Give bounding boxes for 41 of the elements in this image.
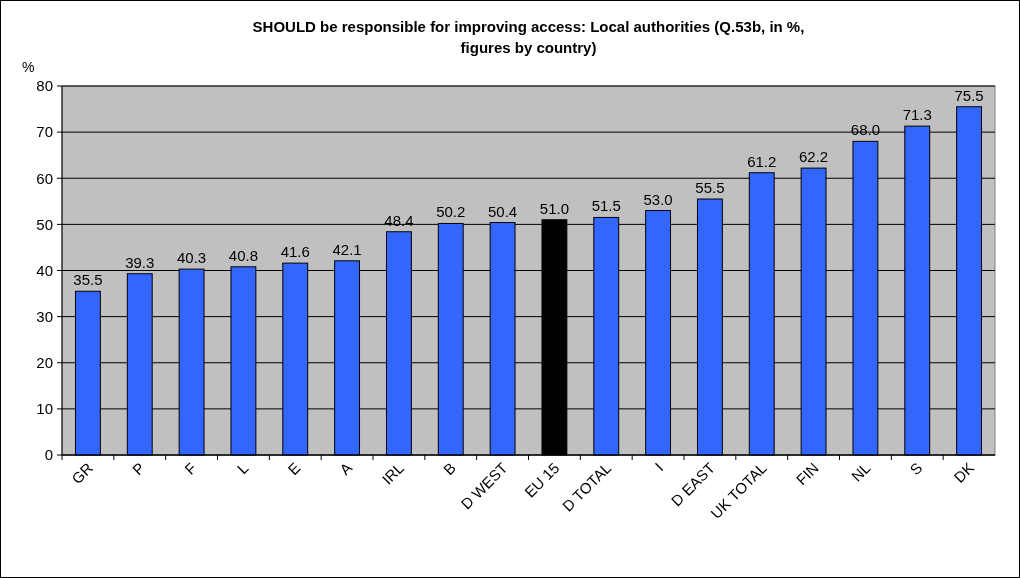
x-tick-label: B <box>439 459 459 479</box>
data-label: 42.1 <box>332 240 362 258</box>
data-label: 51.0 <box>539 199 570 217</box>
x-tick-label: A <box>336 459 356 479</box>
data-label: 71.3 <box>902 106 932 124</box>
data-label: 50.4 <box>487 202 518 220</box>
data-label: 50.2 <box>436 203 466 221</box>
x-tick-label: S <box>906 459 926 479</box>
data-label: 41.6 <box>280 243 310 261</box>
y-tick-label: 30 <box>36 307 53 325</box>
y-tick-label: 80 <box>36 77 53 95</box>
x-tick-label: NL <box>847 459 874 485</box>
data-label: 62.2 <box>798 148 829 166</box>
data-label: 40.8 <box>228 246 259 264</box>
y-tick-label: 70 <box>36 123 53 141</box>
y-tick-label: 0 <box>44 446 53 464</box>
data-label: 39.3 <box>125 253 155 271</box>
data-label: 75.5 <box>954 86 984 104</box>
x-tick-label: I <box>651 459 667 475</box>
data-label: 35.5 <box>73 271 103 289</box>
data-label: 51.5 <box>591 197 621 215</box>
data-label: 61.2 <box>747 152 777 170</box>
x-tick-label: GR <box>68 458 97 488</box>
x-tick-label: EU 15 <box>521 459 563 501</box>
x-tick-label: L <box>233 459 252 478</box>
x-tick-label: E <box>284 459 304 479</box>
y-axis-title: % <box>22 59 35 75</box>
data-label: 53.0 <box>643 190 673 208</box>
y-tick-label: 50 <box>36 215 53 233</box>
y-tick-label: 60 <box>36 169 53 187</box>
chart-title: SHOULD be responsible for improving access: Local authorities (Q.53b, in %, figures by country) <box>252 18 805 56</box>
y-tick-label: 40 <box>36 261 53 279</box>
x-tick-label: F <box>181 459 200 478</box>
data-label: 40.3 <box>176 249 207 267</box>
y-tick-label: 10 <box>36 400 53 418</box>
x-tick-label: IRL <box>378 459 408 488</box>
y-tick-label: 20 <box>36 354 53 371</box>
x-tick-label: P <box>128 459 148 479</box>
data-label: 55.5 <box>695 179 725 197</box>
x-tick-label: DK <box>950 459 978 486</box>
x-tick-label: FIN <box>792 459 822 489</box>
